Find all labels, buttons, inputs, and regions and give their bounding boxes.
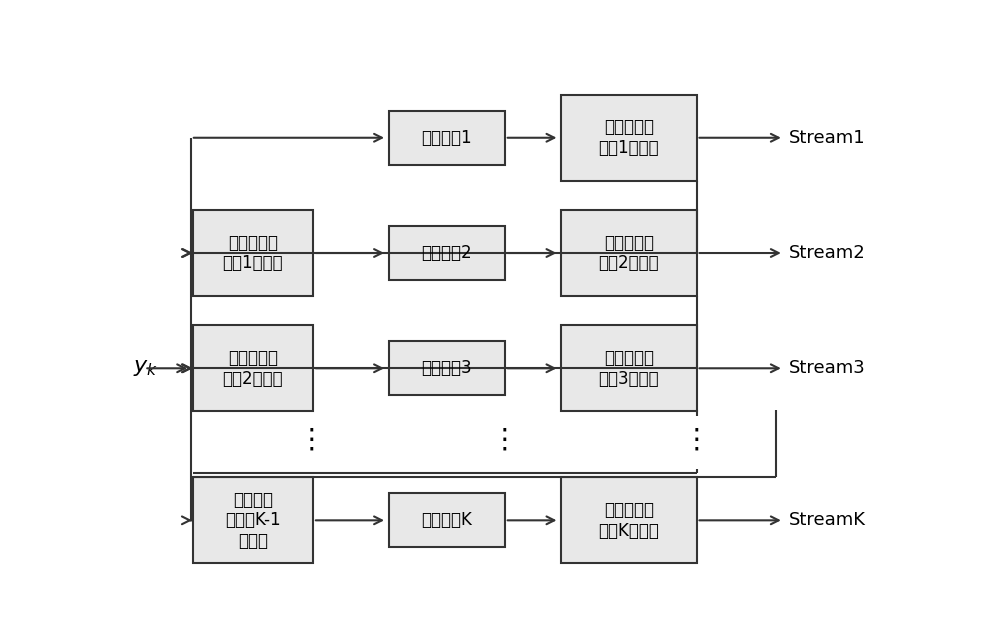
Bar	[388, 111, 505, 165]
Text: Stream2: Stream2	[789, 244, 866, 262]
Text: Stream3: Stream3	[789, 359, 866, 377]
Bar	[388, 493, 505, 547]
Bar	[561, 477, 697, 563]
Text: 减去传感器
节点1的信息: 减去传感器 节点1的信息	[223, 234, 283, 273]
Text: 解码传感器
节点2的信息: 解码传感器 节点2的信息	[598, 234, 659, 273]
Text: 解相关在1: 解相关在1	[421, 129, 472, 147]
Text: 解相关在3: 解相关在3	[421, 359, 472, 377]
Text: 解码传感器
节点1的信息: 解码传感器 节点1的信息	[598, 118, 659, 157]
Text: StreamK: StreamK	[789, 512, 866, 529]
Text: 解相关在K: 解相关在K	[421, 512, 472, 529]
Bar	[193, 210, 313, 296]
Text: 减去传感器
节点2的信息: 减去传感器 节点2的信息	[223, 349, 283, 388]
Text: 解码传感器
节点3的信息: 解码传感器 节点3的信息	[598, 349, 659, 388]
Bar	[388, 226, 505, 280]
Text: ⋮: ⋮	[297, 426, 325, 454]
Bar	[388, 341, 505, 395]
Bar	[561, 95, 697, 181]
Bar	[561, 210, 697, 296]
Text: $y_k$: $y_k$	[133, 358, 158, 378]
Bar	[561, 326, 697, 412]
Text: 解相关在2: 解相关在2	[421, 244, 472, 262]
Text: ⋮: ⋮	[682, 426, 710, 454]
Text: Stream1: Stream1	[789, 129, 866, 147]
Text: 解码传感器
节点K的信息: 解码传感器 节点K的信息	[598, 501, 659, 540]
Bar	[193, 326, 313, 412]
Text: ⋮: ⋮	[491, 426, 519, 454]
Text: 减去传感
器节点K-1
的信息: 减去传感 器节点K-1 的信息	[225, 490, 281, 550]
Bar	[193, 477, 313, 563]
